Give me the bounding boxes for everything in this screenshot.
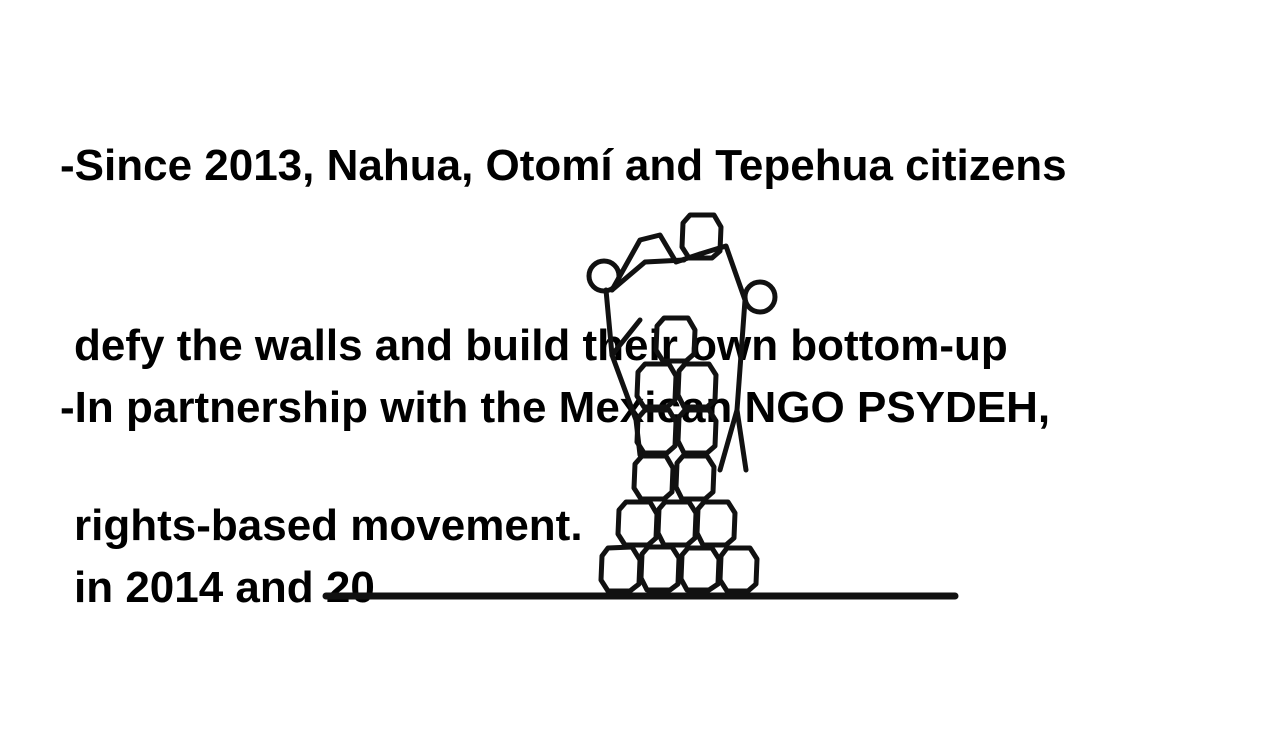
bullet-2-line-1: -In partnership with the Mexican NGO PSY… xyxy=(60,383,1051,432)
slide: -Since 2013, Nahua, Otomí and Tepehua ci… xyxy=(60,141,1067,612)
bullet-2-line-2: in 2014 and 20 xyxy=(74,563,375,612)
bullet-1-line-1: -Since 2013, Nahua, Otomí and Tepehua ci… xyxy=(60,141,1067,190)
bullet-text-2: -In partnership with the Mexican NGO PSY… xyxy=(60,258,1050,738)
bullet-1-line-3: rights-based movement. xyxy=(74,501,583,550)
